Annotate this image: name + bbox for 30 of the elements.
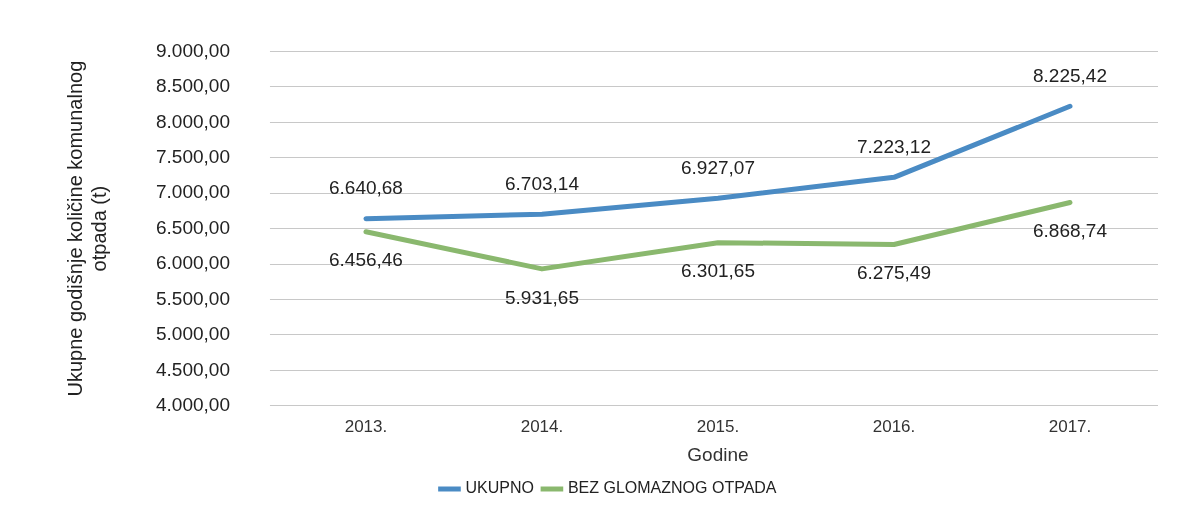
legend-label: UKUPNO <box>465 479 534 497</box>
x-tick-label: 2017. <box>1048 416 1092 436</box>
y-tick-label: 6.500,00 <box>155 216 230 238</box>
x-tick-label: 2014. <box>520 416 564 436</box>
x-tick-label: 2013. <box>344 416 388 436</box>
x-axis-title: Godine <box>687 443 749 465</box>
data-label: 8.225,42 <box>1033 65 1107 87</box>
y-tick-label: 6.000,00 <box>155 252 230 274</box>
y-tick-label: 5.500,00 <box>155 287 230 309</box>
y-tick-label: 8.000,00 <box>155 110 230 132</box>
y-tick-label: 8.500,00 <box>155 75 230 97</box>
data-label: 6.640,68 <box>328 177 403 199</box>
y-tick-label: 4.500,00 <box>155 358 230 380</box>
y-tick-label: 5.000,00 <box>155 323 230 345</box>
x-tick-label: 2016. <box>872 416 916 436</box>
y-tick-label: 4.000,00 <box>155 394 230 416</box>
data-label: 6.927,07 <box>681 157 755 179</box>
data-label: 6.703,14 <box>504 172 580 194</box>
data-label: 6.275,49 <box>857 262 931 284</box>
data-label: 6.868,74 <box>1033 220 1108 242</box>
legend-label: BEZ GLOMAZNOG OTPADA <box>567 479 777 497</box>
y-axis-title: Ukupne godišnje količine komunalnog otpada (t) <box>63 60 110 397</box>
data-label: 7.223,12 <box>857 136 931 158</box>
data-label: 6.301,65 <box>681 260 755 282</box>
x-tick-label: 2015. <box>696 416 740 436</box>
y-tick-label: 7.500,00 <box>155 145 230 167</box>
y-tick-label: 9.000,00 <box>155 39 230 61</box>
data-label: 5.931,65 <box>504 286 579 308</box>
data-label: 6.456,46 <box>328 249 403 271</box>
y-tick-label: 7.000,00 <box>155 181 230 203</box>
